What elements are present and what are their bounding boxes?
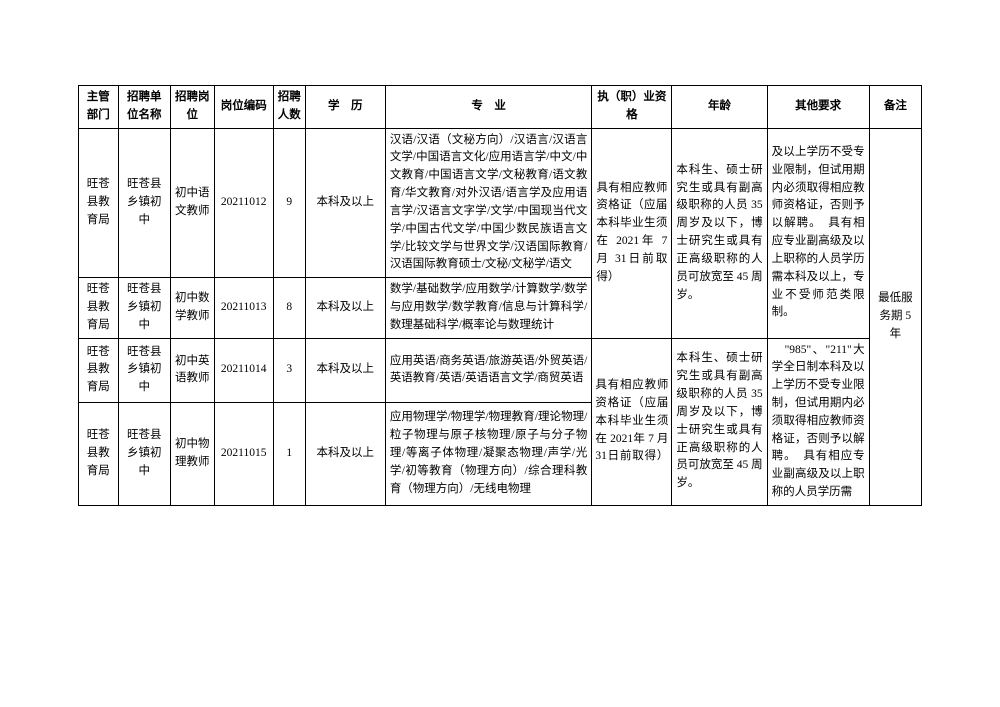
table-row: 旺苍县教育局 旺苍县乡镇初中 初中语文教师 20211012 9 本科及以上 汉… xyxy=(79,128,922,278)
cell-unit: 旺苍县乡镇初中 xyxy=(118,278,170,338)
cell-dept: 旺苍县教育局 xyxy=(79,403,119,506)
cell-num: 8 xyxy=(273,278,305,338)
cell-code: 20211014 xyxy=(214,338,273,403)
col-num: 招聘人数 xyxy=(273,86,305,129)
cell-dept: 旺苍县教育局 xyxy=(79,278,119,338)
cell-remark: 最低服务期 5 年 xyxy=(869,128,921,505)
col-other: 其他要求 xyxy=(767,86,869,129)
col-age: 年龄 xyxy=(672,86,767,129)
cell-unit: 旺苍县乡镇初中 xyxy=(118,403,170,506)
cell-num: 1 xyxy=(273,403,305,506)
cell-major: 应用物理学/物理学/物理教育/理论物理/粒子物理与原子核物理/原子与分子物理/等… xyxy=(385,403,592,506)
cell-edu: 本科及以上 xyxy=(305,278,385,338)
cell-post: 初中英语教师 xyxy=(170,338,214,403)
cell-major: 汉语/汉语（文秘方向）/汉语言/汉语言文学/中国语言文化/应用语言学/中文/中文… xyxy=(385,128,592,278)
cell-code: 20211013 xyxy=(214,278,273,338)
cell-unit: 旺苍县乡镇初中 xyxy=(118,128,170,278)
cell-code: 20211015 xyxy=(214,403,273,506)
cell-edu: 本科及以上 xyxy=(305,128,385,278)
header-row: 主管部门 招聘单位名称 招聘岗位 岗位编码 招聘人数 学 历 专 业 执（职）业… xyxy=(79,86,922,129)
col-major: 专 业 xyxy=(385,86,592,129)
col-qual: 执（职）业资格 xyxy=(592,86,672,129)
cell-num: 3 xyxy=(273,338,305,403)
cell-code: 20211012 xyxy=(214,128,273,278)
cell-age: 本科生、硕士研究生或具有副高级职称的人员 35 周岁及以下，博士研究生或具有正高… xyxy=(672,338,767,505)
col-unit: 招聘单位名称 xyxy=(118,86,170,129)
cell-post: 初中物理教师 xyxy=(170,403,214,506)
cell-num: 9 xyxy=(273,128,305,278)
cell-qual: 具有相应教师资格证（应届本科毕业生须在 2021年 7 月 31日前取得） xyxy=(592,128,672,338)
col-remark: 备注 xyxy=(869,86,921,129)
recruitment-table: 主管部门 招聘单位名称 招聘岗位 岗位编码 招聘人数 学 历 专 业 执（职）业… xyxy=(78,85,922,506)
cell-qual: 具有相应教师资格证（应届本科毕业生须在 2021年 7 月 31日前取得） xyxy=(592,338,672,505)
col-post: 招聘岗位 xyxy=(170,86,214,129)
cell-post: 初中语文教师 xyxy=(170,128,214,278)
cell-edu: 本科及以上 xyxy=(305,338,385,403)
cell-edu: 本科及以上 xyxy=(305,403,385,506)
table-row: 旺苍县教育局 旺苍县乡镇初中 初中英语教师 20211014 3 本科及以上 应… xyxy=(79,338,922,403)
cell-major: 数学/基础数学/应用数学/计算数学/数学与应用数学/数学教育/信息与计算科学/数… xyxy=(385,278,592,338)
cell-dept: 旺苍县教育局 xyxy=(79,128,119,278)
cell-unit: 旺苍县乡镇初中 xyxy=(118,338,170,403)
cell-dept: 旺苍县教育局 xyxy=(79,338,119,403)
cell-post: 初中数学教师 xyxy=(170,278,214,338)
cell-age: 本科生、硕士研究生或具有副高级职称的人员 35 周岁及以下，博士研究生或具有正高… xyxy=(672,128,767,338)
cell-other: "985"、"211"大学全日制本科及以上学历不受专业限制，但试用期内必须取得相… xyxy=(767,338,869,505)
col-code: 岗位编码 xyxy=(214,86,273,129)
cell-major: 应用英语/商务英语/旅游英语/外贸英语/英语教育/英语/英语语言文学/商贸英语 xyxy=(385,338,592,403)
col-dept: 主管部门 xyxy=(79,86,119,129)
col-edu: 学 历 xyxy=(305,86,385,129)
cell-other: 及以上学历不受专业限制，但试用期内必须取得相应教师资格证，否则予以解聘。 具有相… xyxy=(767,128,869,338)
